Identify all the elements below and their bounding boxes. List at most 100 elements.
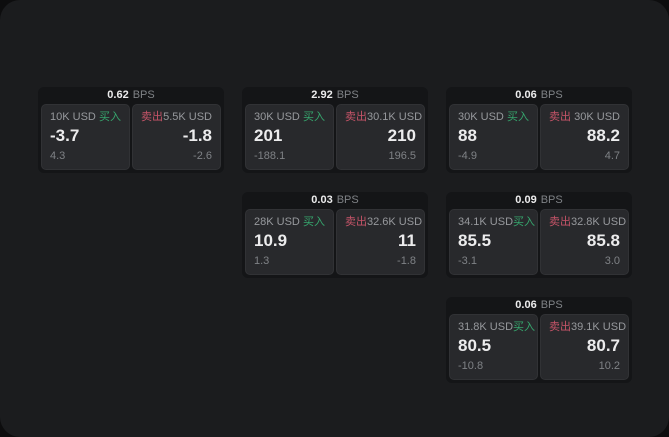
- quote-card-body: 28K USD 买入 10.9 1.3 卖出 32.6K USD 11 -1.8: [242, 209, 428, 278]
- bps-header: 0.62 BPS: [38, 87, 224, 104]
- buy-label: 买入: [513, 216, 536, 228]
- buy-label: 买入: [303, 216, 325, 228]
- bps-unit: BPS: [336, 194, 359, 206]
- sell-panel-top: 卖出 5.5K USD: [141, 110, 212, 124]
- buy-price: 88: [458, 126, 477, 145]
- sell-change: 10.2: [598, 360, 620, 372]
- sell-panel-top: 卖出 39.1K USD: [549, 320, 626, 334]
- sell-panel[interactable]: 卖出 32.6K USD 11 -1.8: [336, 209, 425, 275]
- quote-card: 0.09 BPS 34.1K USD 买入 85.5 -3.1 卖出 32.8K…: [446, 192, 632, 278]
- buy-change: -10.8: [458, 360, 484, 372]
- sell-notional: 30.1K USD: [367, 111, 423, 123]
- sell-notional: 5.5K USD: [163, 111, 212, 123]
- bps-header: 0.09 BPS: [446, 192, 632, 209]
- sell-change: 4.7: [604, 150, 620, 162]
- buy-price: 85.5: [458, 231, 492, 250]
- buy-notional: 34.1K USD: [458, 216, 514, 228]
- buy-panel[interactable]: 30K USD 买入 88 -4.9: [449, 104, 538, 170]
- bps-value: 0.06: [515, 299, 537, 311]
- sell-label: 卖出: [549, 111, 571, 123]
- sell-panel-top: 卖出 30K USD: [549, 110, 620, 124]
- sell-label: 卖出: [345, 111, 367, 123]
- sell-price: 210: [387, 126, 416, 145]
- sell-notional: 32.8K USD: [571, 216, 627, 228]
- buy-change: 4.3: [50, 150, 66, 162]
- quote-card-body: 30K USD 买入 201 -188.1 卖出 30.1K USD 210 1…: [242, 104, 428, 173]
- buy-change: -4.9: [458, 150, 477, 162]
- buy-notional: 28K USD: [254, 216, 300, 228]
- buy-change: -3.1: [458, 255, 477, 267]
- sell-panel[interactable]: 卖出 39.1K USD 80.7 10.2: [540, 314, 629, 380]
- buy-notional: 30K USD: [254, 111, 300, 123]
- sell-label: 卖出: [141, 111, 163, 123]
- quote-card: 0.62 BPS 10K USD 买入 -3.7 4.3 卖出 5.5K USD…: [38, 87, 224, 173]
- buy-price: 201: [254, 126, 283, 145]
- bps-header: 0.03 BPS: [242, 192, 428, 209]
- bps-value: 0.62: [107, 89, 129, 101]
- quote-card: 0.06 BPS 30K USD 买入 88 -4.9 卖出 30K USD 8…: [446, 87, 632, 173]
- bps-header: 0.06 BPS: [446, 297, 632, 314]
- buy-panel-top: 34.1K USD 买入: [458, 215, 535, 229]
- bps-value: 0.09: [515, 194, 537, 206]
- quote-card: 0.03 BPS 28K USD 买入 10.9 1.3 卖出 32.6K US…: [242, 192, 428, 278]
- sell-panel[interactable]: 卖出 32.8K USD 85.8 3.0: [540, 209, 629, 275]
- sell-label: 卖出: [549, 321, 571, 333]
- bps-value: 0.06: [515, 89, 537, 101]
- buy-label: 买入: [303, 111, 325, 123]
- buy-label: 买入: [507, 111, 529, 123]
- bps-unit: BPS: [132, 89, 155, 101]
- buy-panel-top: 30K USD 买入: [458, 110, 529, 124]
- quote-card: 2.92 BPS 30K USD 买入 201 -188.1 卖出 30.1K …: [242, 87, 428, 173]
- buy-notional: 30K USD: [458, 111, 504, 123]
- sell-price: 85.8: [586, 231, 620, 250]
- buy-panel[interactable]: 30K USD 买入 201 -188.1: [245, 104, 334, 170]
- buy-notional: 31.8K USD: [458, 321, 514, 333]
- sell-panel[interactable]: 卖出 30.1K USD 210 196.5: [336, 104, 425, 170]
- buy-notional: 10K USD: [50, 111, 96, 123]
- sell-panel[interactable]: 卖出 5.5K USD -1.8 -2.6: [132, 104, 221, 170]
- buy-price: -3.7: [50, 126, 80, 145]
- buy-panel[interactable]: 28K USD 买入 10.9 1.3: [245, 209, 334, 275]
- bps-header: 2.92 BPS: [242, 87, 428, 104]
- buy-change: 1.3: [254, 255, 270, 267]
- sell-notional: 39.1K USD: [571, 321, 627, 333]
- quote-card: 0.06 BPS 31.8K USD 买入 80.5 -10.8 卖出 39.1…: [446, 297, 632, 383]
- sell-notional: 30K USD: [574, 111, 620, 123]
- buy-panel-top: 30K USD 买入: [254, 110, 325, 124]
- sell-panel-top: 卖出 32.6K USD: [345, 215, 422, 229]
- sell-label: 卖出: [345, 216, 367, 228]
- buy-change: -188.1: [254, 150, 286, 162]
- quote-card-body: 34.1K USD 买入 85.5 -3.1 卖出 32.8K USD 85.8…: [446, 209, 632, 278]
- bps-header: 0.06 BPS: [446, 87, 632, 104]
- sell-change: 196.5: [388, 150, 416, 162]
- bps-unit: BPS: [540, 299, 563, 311]
- buy-price: 80.5: [458, 336, 492, 355]
- quotes-grid: 0.62 BPS 10K USD 买入 -3.7 4.3 卖出 5.5K USD…: [38, 87, 632, 383]
- quote-card-body: 30K USD 买入 88 -4.9 卖出 30K USD 88.2 4.7: [446, 104, 632, 173]
- sell-change: 3.0: [604, 255, 620, 267]
- quote-card-body: 31.8K USD 买入 80.5 -10.8 卖出 39.1K USD 80.…: [446, 314, 632, 383]
- sell-label: 卖出: [549, 216, 571, 228]
- sell-panel-top: 卖出 30.1K USD: [345, 110, 422, 124]
- buy-panel-top: 28K USD 买入: [254, 215, 325, 229]
- sell-notional: 32.6K USD: [367, 216, 423, 228]
- buy-price: 10.9: [254, 231, 288, 250]
- bps-value: 0.03: [311, 194, 333, 206]
- buy-panel[interactable]: 34.1K USD 买入 85.5 -3.1: [449, 209, 538, 275]
- bps-value: 2.92: [311, 89, 333, 101]
- sell-panel[interactable]: 卖出 30K USD 88.2 4.7: [540, 104, 629, 170]
- buy-panel-top: 10K USD 买入: [50, 110, 121, 124]
- buy-label: 买入: [99, 111, 121, 123]
- sell-price: -1.8: [182, 126, 212, 145]
- sell-panel-top: 卖出 32.8K USD: [549, 215, 626, 229]
- buy-panel[interactable]: 10K USD 买入 -3.7 4.3: [41, 104, 130, 170]
- sell-price: 80.7: [586, 336, 620, 355]
- buy-panel[interactable]: 31.8K USD 买入 80.5 -10.8: [449, 314, 538, 380]
- bps-unit: BPS: [540, 89, 563, 101]
- sell-price: 88.2: [586, 126, 620, 145]
- quote-card-body: 10K USD 买入 -3.7 4.3 卖出 5.5K USD -1.8 -2.…: [38, 104, 224, 173]
- sell-price: 11: [398, 231, 416, 250]
- bps-unit: BPS: [540, 194, 563, 206]
- buy-label: 买入: [513, 321, 536, 333]
